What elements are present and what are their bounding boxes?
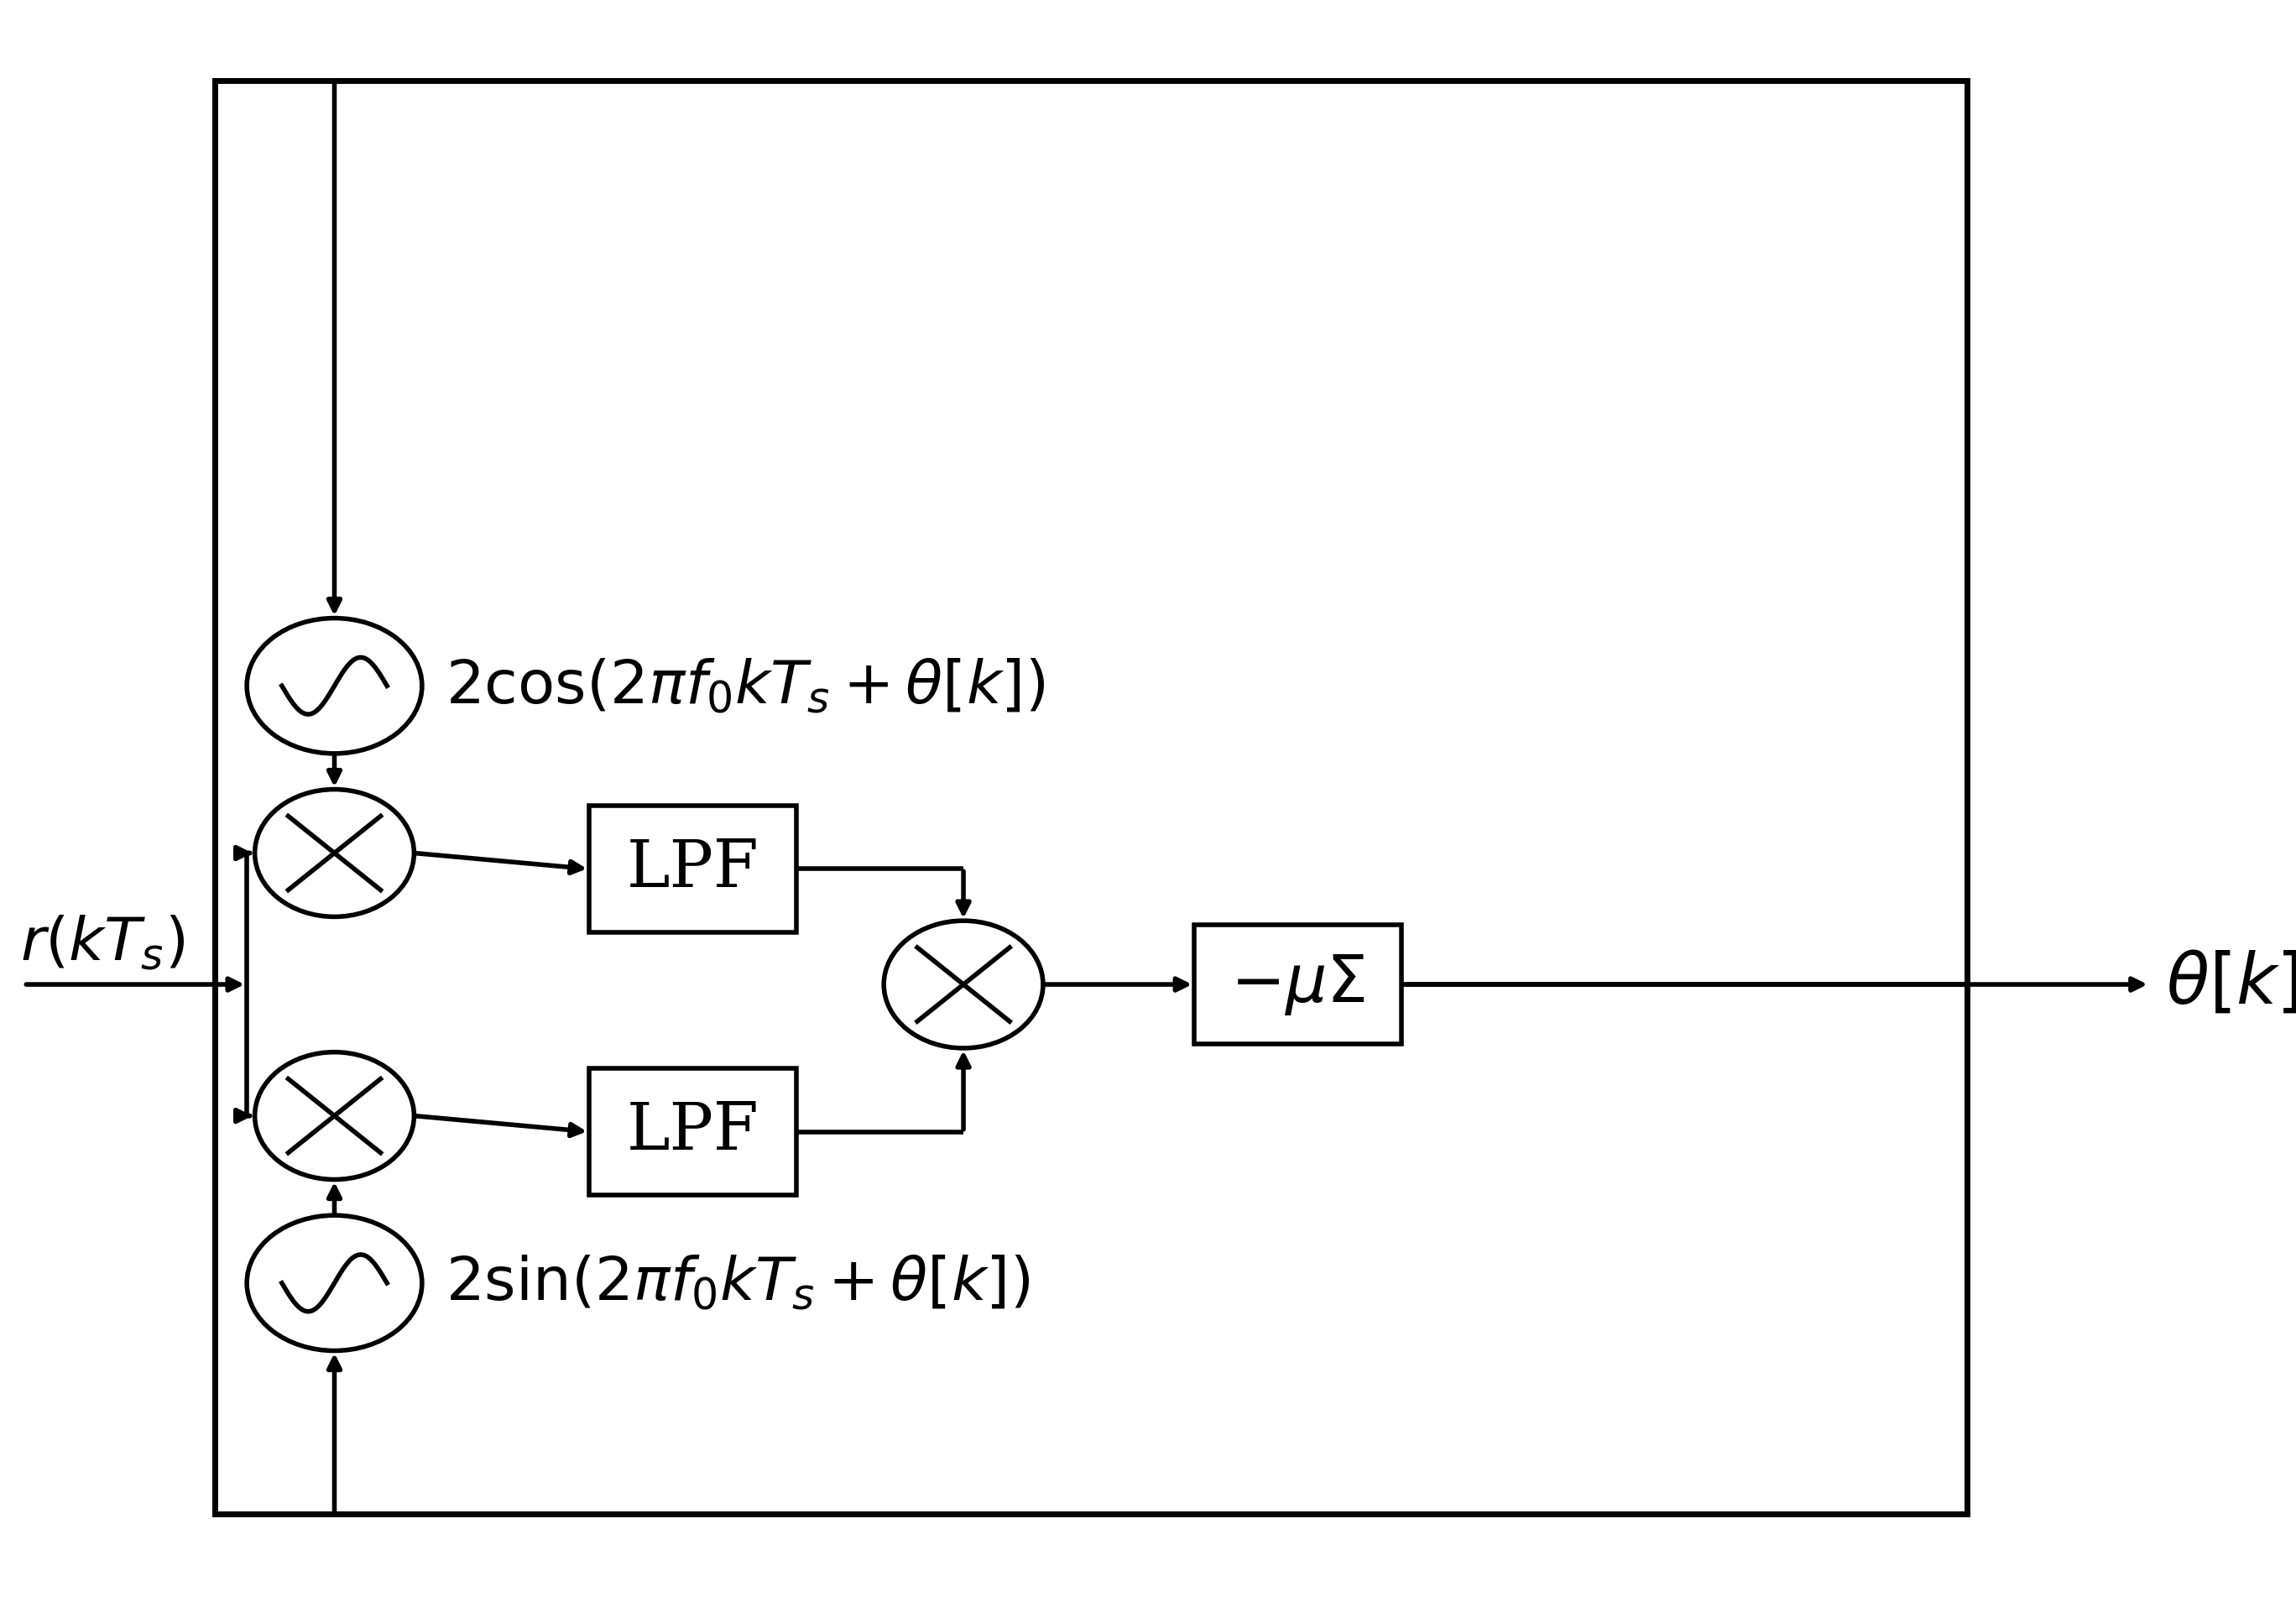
Ellipse shape	[255, 1052, 413, 1180]
Text: LPF: LPF	[627, 837, 760, 901]
Text: $2\sin(2\pi f_0 kT_s + \theta[k])$: $2\sin(2\pi f_0 kT_s + \theta[k])$	[445, 1254, 1031, 1313]
Bar	[590, 1068, 797, 1196]
Ellipse shape	[248, 618, 422, 754]
Ellipse shape	[255, 789, 413, 917]
Text: LPF: LPF	[627, 1100, 760, 1164]
Text: $-\mu\Sigma$: $-\mu\Sigma$	[1231, 952, 1366, 1017]
Text: $\theta[k]$: $\theta[k]$	[2165, 950, 2296, 1017]
Text: $2\cos(2\pi f_0 kT_s + \theta[k])$: $2\cos(2\pi f_0 kT_s + \theta[k])$	[445, 656, 1045, 715]
Ellipse shape	[248, 1215, 422, 1351]
Bar	[216, 81, 1968, 1514]
Bar	[590, 805, 797, 933]
Bar	[1194, 925, 1401, 1044]
Text: $r(kT_s)$: $r(kT_s)$	[21, 913, 184, 973]
Ellipse shape	[884, 921, 1042, 1048]
